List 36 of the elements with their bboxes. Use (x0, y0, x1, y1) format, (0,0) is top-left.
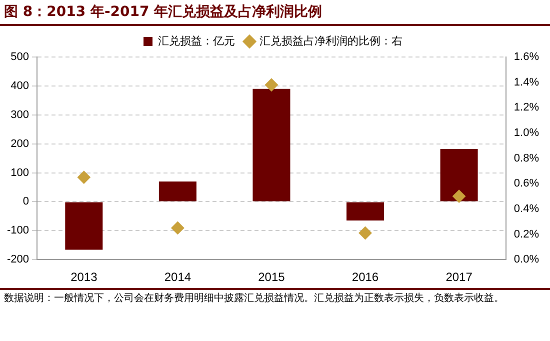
bar (65, 202, 103, 250)
y2-tick-label: 0.8% (514, 152, 540, 164)
y2-tick-label: 1.2% (514, 102, 540, 114)
point (358, 226, 372, 240)
y-tick-label: 0 (22, 196, 30, 208)
legend-label: 汇兑损益占净利润的比例：右 (260, 34, 402, 48)
y2-tick-label: 0.2% (514, 228, 540, 240)
chart-title: 图 8：2013 年-2017 年汇兑损益及占净利润比例 (0, 0, 550, 26)
y2-tick-label: 1.4% (514, 76, 540, 88)
point (171, 221, 184, 234)
x-tick-label: 2017 (446, 270, 473, 284)
y-tick-label: 400 (10, 80, 30, 92)
point (452, 190, 466, 203)
point (77, 170, 90, 184)
y2-tick-label: 0.6% (514, 178, 540, 190)
y2-tick-label: 1.0% (514, 127, 540, 140)
y-tick-label: 300 (10, 108, 30, 121)
y-tick-label: 200 (10, 138, 30, 150)
legend-label: 汇兑损益：亿元 (158, 34, 235, 48)
y2-tick-label: 1.6% (514, 51, 540, 64)
x-tick-label: 2015 (258, 270, 286, 284)
bar (158, 181, 196, 202)
text: 数据说明：一般情况下，公司会在财务费用明细中披露汇兑损益情况。汇兑损益为正数表示损失，负数表示收益。 (4, 292, 505, 306)
x-tick-label: 2016 (352, 270, 379, 284)
y2-tick-label: 0.4% (514, 202, 540, 215)
y-tick-label: -100 (6, 224, 30, 237)
bar (346, 202, 384, 221)
bar (440, 149, 478, 202)
point (264, 78, 278, 92)
x-tick-label: 2014 (164, 270, 192, 284)
y-tick-label: 500 (10, 51, 30, 64)
y-tick-label: 100 (10, 166, 30, 179)
y-tick-label: -200 (6, 254, 30, 266)
y2-tick-label: 0.0% (514, 254, 540, 266)
bar (252, 88, 290, 202)
x-tick-label: 2013 (70, 270, 98, 284)
